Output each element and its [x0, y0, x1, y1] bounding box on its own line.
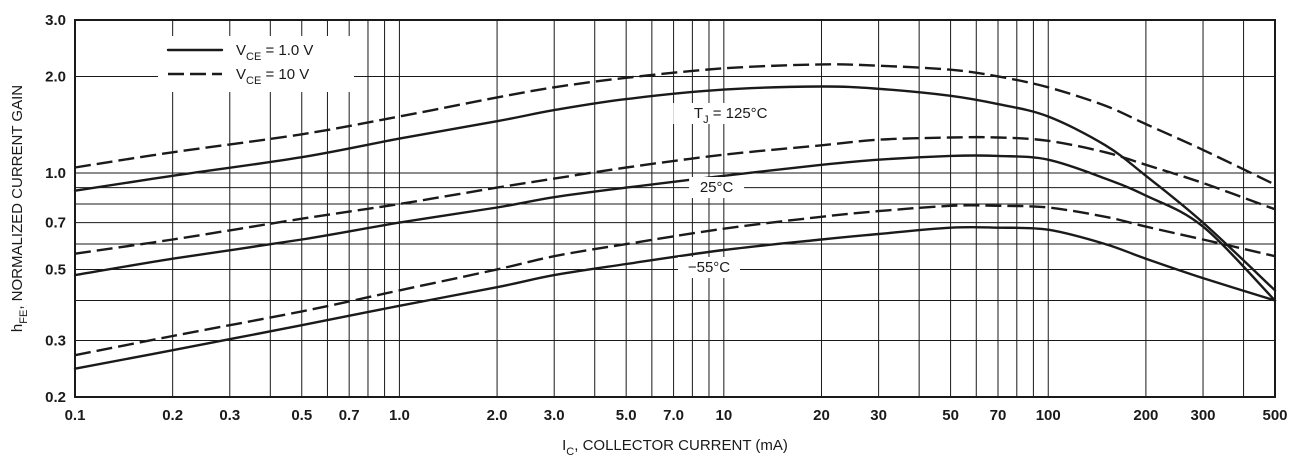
- x-tick-label: 3.0: [544, 407, 565, 424]
- series-line-1: [74, 63, 1276, 186]
- series-line-0: [73, 85, 1277, 292]
- y-tick-label: 2.0: [45, 68, 66, 85]
- x-tick-label: 50: [942, 407, 959, 424]
- y-axis-title-rest: , NORMALIZED CURRENT GAIN: [9, 85, 26, 310]
- x-tick-label: 10: [715, 407, 732, 424]
- legend-entry-0: VCE = 1.0 V: [236, 42, 313, 63]
- annotation-background: [677, 257, 740, 278]
- curve-annotation-2: −55°C: [688, 259, 730, 276]
- y-tick-label: 0.3: [45, 333, 66, 350]
- x-tick-label: 30: [870, 407, 887, 424]
- x-tick-label: 7.0: [663, 407, 684, 424]
- curve-annotation-1-main: 25°C: [700, 179, 734, 196]
- tick-labels: 0.1 0.2 0.3 0.5 0.7 1.0 2.0 3.0 5.0 7.0 10 20 30 50 70…: [45, 12, 1287, 424]
- x-tick-label: 0.3: [219, 407, 240, 424]
- x-tick-label: 200: [1133, 407, 1158, 424]
- x-tick-label: 0.1: [65, 407, 86, 424]
- annotation-background: [673, 103, 789, 124]
- y-tick-label: 3.0: [45, 12, 66, 29]
- x-axis-title: IC, COLLECTOR CURRENT (mA): [562, 437, 788, 458]
- x-tick-label: 100: [1036, 407, 1061, 424]
- x-tick-label: 0.2: [162, 407, 183, 424]
- x-tick-label: 500: [1262, 407, 1287, 424]
- curve-annotation-0-rest: = 125°C: [709, 105, 768, 122]
- series-line-5: [74, 204, 1276, 357]
- x-tick-label: 0.5: [291, 407, 312, 424]
- y-axis-title-subscript: FE: [18, 310, 30, 324]
- legend-entry-1-main: V: [236, 66, 246, 83]
- curve-annotation-0-subscript: J: [703, 114, 709, 126]
- legend-entry-0-subscript: CE: [246, 51, 261, 63]
- x-tick-label: 5.0: [616, 407, 637, 424]
- x-tick-label: 70: [990, 407, 1007, 424]
- x-tick-label: 20: [813, 407, 830, 424]
- series-line-4: [73, 225, 1277, 370]
- x-tick-label: 0.7: [339, 407, 360, 424]
- annotation-background: [689, 177, 745, 198]
- legend-entry-0-main: V: [236, 42, 246, 59]
- y-tick-label: 0.2: [45, 389, 66, 406]
- x-tick-label: 1.0: [389, 407, 410, 424]
- y-tick-label: 1.0: [45, 165, 66, 182]
- x-tick-label: 300: [1191, 407, 1216, 424]
- x-tick-label: 2.0: [487, 407, 508, 424]
- legend-entry-0-rest: = 1.0 V: [261, 42, 313, 59]
- curve-annotation-1: 25°C: [700, 179, 734, 196]
- y-axis-title-main: h: [9, 324, 26, 332]
- curve-annotation-0: TJ = 125°C: [694, 105, 768, 126]
- legend-entry-1-subscript: CE: [246, 75, 261, 87]
- axis-titles: IC, COLLECTOR CURRENT (mA) hFE, NORMALIZE…: [9, 85, 788, 458]
- x-axis-title-rest: , COLLECTOR CURRENT (mA): [574, 437, 788, 454]
- curve-annotations: TJ = 125°C 25°C −55°C: [673, 103, 789, 278]
- y-axis-title: hFE, NORMALIZED CURRENT GAIN: [9, 85, 30, 332]
- curve-annotation-0-main: T: [694, 105, 703, 122]
- legend-entry-1-rest: = 10 V: [261, 66, 309, 83]
- y-tick-label: 0.7: [45, 215, 66, 232]
- legend-box: [158, 36, 354, 92]
- x-axis-title-subscript: C: [566, 446, 574, 458]
- legend-entry-1: VCE = 10 V: [236, 66, 309, 87]
- curve-annotation-2-main: −55°C: [688, 259, 730, 276]
- x-axis-title-main: I: [562, 437, 566, 454]
- curves: [73, 63, 1277, 370]
- series-line-2: [73, 154, 1277, 302]
- series-line-3: [74, 135, 1276, 255]
- y-tick-label: 0.5: [45, 261, 66, 278]
